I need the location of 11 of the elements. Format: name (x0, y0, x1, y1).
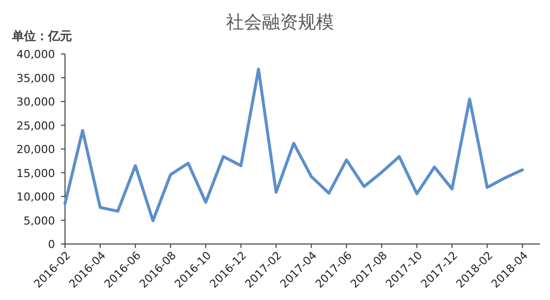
y-tick-label: 35,000 (16, 72, 55, 85)
y-tick-label: 5,000 (24, 214, 55, 228)
y-tick-label: 40,000 (16, 48, 55, 61)
y-tick-label: 10,000 (16, 190, 55, 204)
y-tick-label: 30,000 (16, 96, 55, 108)
y-tick-label: 15,000 (16, 166, 55, 180)
y-tick-label: 0 (48, 238, 55, 251)
title: 社会融资规模 (226, 12, 334, 33)
y-tick-label: 25,000 (16, 119, 55, 132)
ylabel: 单位：亿元 (12, 29, 72, 43)
y-tick-label: 20,000 (16, 143, 55, 156)
